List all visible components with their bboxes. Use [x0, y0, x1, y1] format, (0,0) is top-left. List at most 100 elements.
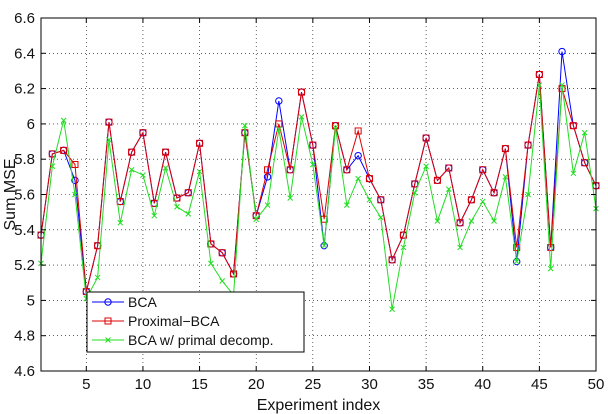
data-point-1 — [513, 243, 521, 251]
data-point-2 — [411, 189, 418, 196]
data-point-2 — [140, 172, 146, 178]
data-point-0 — [263, 173, 272, 181]
data-point-2 — [106, 136, 112, 143]
data-point-1 — [286, 166, 294, 174]
data-point-1 — [60, 146, 68, 154]
data-point-2 — [309, 161, 316, 168]
data-point-2 — [128, 166, 135, 173]
data-point-0 — [354, 151, 362, 160]
data-point-2 — [264, 202, 271, 208]
data-point-2 — [117, 219, 124, 226]
data-point-1 — [162, 148, 170, 156]
data-point-1 — [501, 145, 509, 153]
data-point-2 — [513, 258, 520, 265]
data-point-1 — [128, 148, 136, 156]
data-point-1 — [411, 180, 419, 188]
data-series — [37, 47, 600, 313]
data-point-1 — [467, 196, 475, 204]
data-point-1 — [569, 122, 577, 130]
y-tick-label: 5 — [27, 292, 35, 309]
data-point-1 — [535, 70, 543, 78]
legend-marker-1 — [104, 317, 112, 325]
legend-label-2: BCA w/ primal decomp. — [128, 332, 274, 348]
x-tick-label: 30 — [361, 376, 378, 393]
data-point-2 — [343, 202, 350, 208]
data-point-1 — [422, 134, 430, 142]
data-point-2 — [559, 82, 565, 88]
series-line-2 — [40, 85, 597, 310]
y-tick-label: 4.6 — [14, 363, 35, 380]
data-point-2 — [366, 196, 373, 203]
data-point-2 — [479, 198, 486, 205]
data-point-1 — [264, 166, 272, 174]
data-point-1 — [445, 164, 453, 172]
data-point-2 — [581, 129, 588, 136]
x-axis-label: Experiment index — [257, 397, 381, 414]
data-point-0 — [275, 97, 283, 105]
data-point-1 — [365, 175, 373, 183]
data-point-2 — [536, 82, 543, 88]
data-point-2 — [445, 186, 452, 193]
y-tick-label: 6.6 — [14, 10, 35, 27]
data-point-2 — [332, 124, 339, 131]
data-point-1 — [298, 88, 306, 96]
y-tick-label: 5.8 — [14, 151, 35, 168]
y-tick-label: 6.4 — [14, 45, 35, 62]
data-point-1 — [184, 189, 192, 197]
data-point-2 — [151, 212, 158, 219]
data-point-2 — [423, 163, 429, 170]
data-point-2 — [276, 126, 282, 133]
data-point-1 — [230, 270, 238, 278]
y-tick-label: 4.8 — [14, 328, 35, 345]
data-point-2 — [502, 173, 509, 180]
legend-label-0: BCA — [128, 294, 157, 310]
data-point-1 — [105, 118, 113, 126]
data-point-0 — [558, 47, 566, 56]
x-tick-label: 15 — [191, 376, 208, 393]
tick-labels: 5 10 15 20 25 30 35 40 45 50 4.6 4.8 5 5.2 5.4 5.6 5.8 6 6… — [14, 10, 604, 393]
data-point-1 — [218, 249, 226, 257]
data-point-1 — [354, 127, 362, 135]
data-point-2 — [60, 117, 67, 124]
data-point-1 — [275, 120, 283, 128]
legend-marker-2 — [105, 337, 111, 343]
data-point-2 — [49, 163, 56, 170]
data-point-2 — [208, 260, 214, 267]
legend-label-1: Proximal−BCA — [128, 313, 220, 329]
x-tick-label: 10 — [135, 376, 152, 393]
x-tick-label: 35 — [418, 376, 435, 393]
y-tick-label: 5.4 — [14, 222, 35, 239]
data-point-2 — [298, 113, 305, 120]
y-axis-label: Sum MSE — [2, 158, 19, 230]
x-tick-label: 5 — [82, 376, 90, 393]
x-tick-label: 50 — [588, 376, 605, 393]
data-point-2 — [491, 218, 497, 224]
data-point-1 — [479, 166, 487, 174]
data-point-2 — [174, 204, 180, 210]
x-tick-label: 45 — [531, 376, 548, 393]
data-point-1 — [581, 159, 589, 167]
data-point-2 — [434, 218, 441, 224]
data-point-1 — [456, 219, 464, 227]
legend: BCA Proximal−BCA BCA w/ primal decomp. — [86, 291, 305, 353]
data-point-2 — [242, 122, 248, 129]
data-point-1 — [309, 141, 317, 149]
y-tick-label: 5.6 — [14, 187, 35, 204]
data-point-2 — [547, 265, 554, 272]
data-point-1 — [377, 196, 385, 204]
data-point-2 — [219, 278, 226, 284]
data-point-2 — [468, 218, 475, 224]
data-point-2 — [253, 216, 260, 223]
data-point-2 — [185, 211, 192, 217]
data-point-2 — [355, 175, 361, 182]
data-point-1 — [490, 189, 498, 197]
data-point-2 — [389, 306, 395, 313]
data-point-2 — [377, 214, 384, 221]
data-point-2 — [72, 191, 78, 198]
y-tick-label: 6.2 — [14, 81, 35, 98]
data-point-0 — [71, 176, 79, 185]
data-point-2 — [570, 170, 577, 177]
tick-marks — [41, 17, 597, 372]
x-tick-label: 20 — [248, 376, 265, 393]
